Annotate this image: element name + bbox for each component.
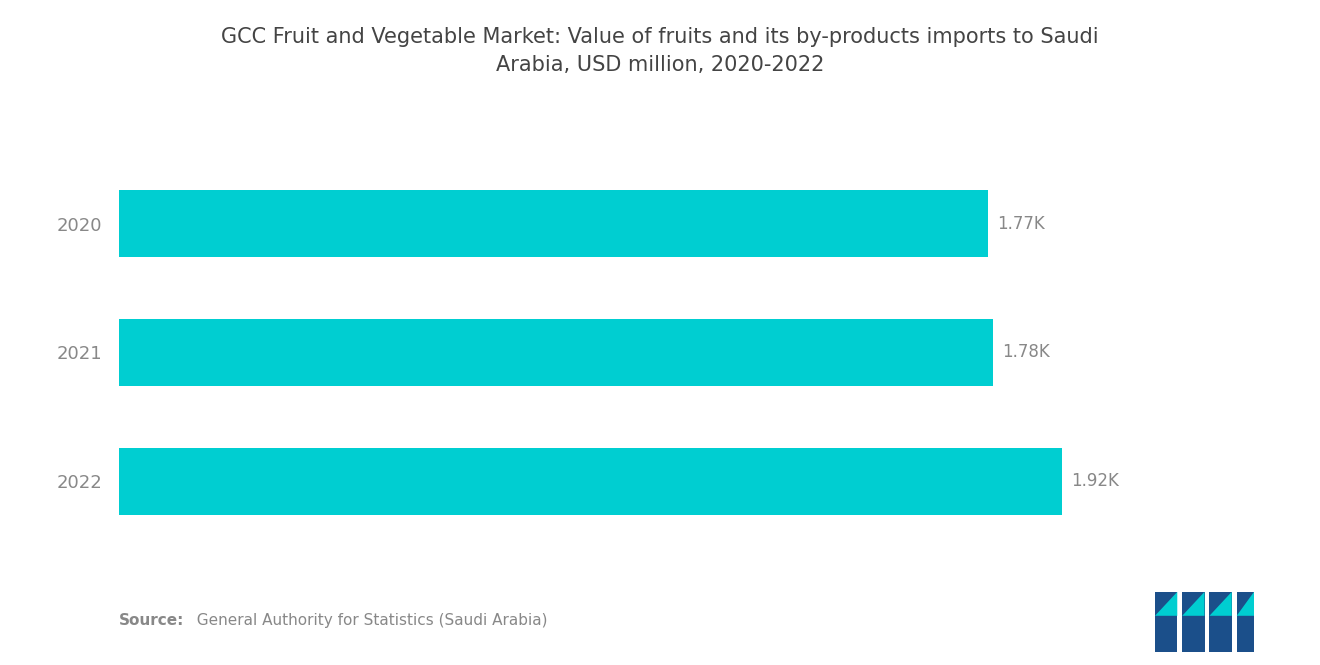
Text: GCC Fruit and Vegetable Market: Value of fruits and its by-products imports to S: GCC Fruit and Vegetable Market: Value of… (222, 27, 1098, 74)
Polygon shape (1155, 592, 1177, 616)
Polygon shape (1183, 592, 1204, 616)
Polygon shape (1183, 592, 1204, 652)
Text: Source:: Source: (119, 613, 185, 628)
Text: 1.77K: 1.77K (997, 215, 1044, 233)
Text: 1.92K: 1.92K (1071, 472, 1118, 490)
Bar (119, 448, 1061, 515)
Polygon shape (1209, 592, 1232, 652)
Text: General Authority for Statistics (Saudi Arabia): General Authority for Statistics (Saudi … (187, 613, 548, 628)
Polygon shape (1155, 592, 1177, 652)
Bar (119, 319, 993, 386)
Bar (119, 190, 989, 257)
Polygon shape (1209, 592, 1232, 616)
Polygon shape (1237, 592, 1254, 652)
Polygon shape (1237, 592, 1254, 616)
Text: 1.78K: 1.78K (1002, 343, 1049, 362)
